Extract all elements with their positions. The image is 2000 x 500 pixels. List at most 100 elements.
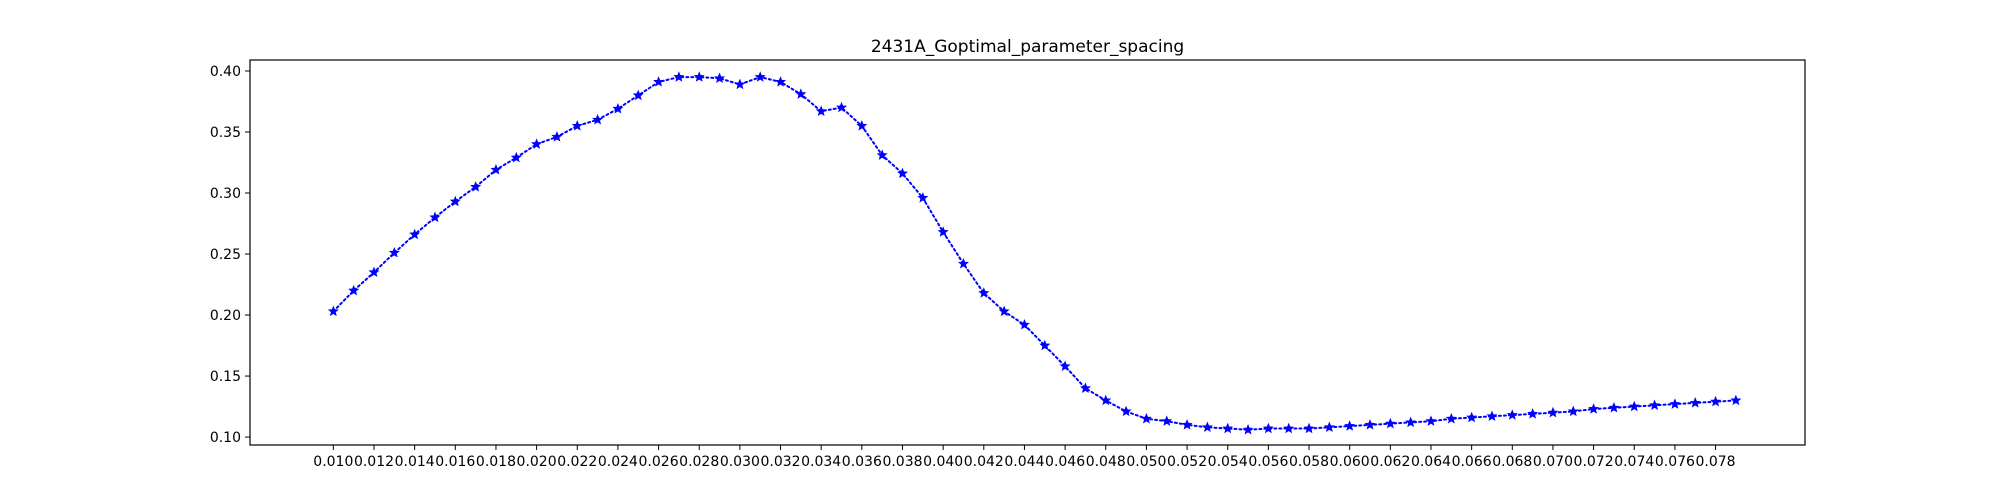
data-point xyxy=(571,120,583,131)
data-point xyxy=(734,78,746,90)
x-tick-label: 0.028 xyxy=(679,454,719,470)
data-point xyxy=(1669,398,1681,409)
data-point xyxy=(1588,403,1600,414)
data-point xyxy=(1303,422,1315,434)
x-tick-label: 0.030 xyxy=(720,454,760,470)
x-tick-label: 0.042 xyxy=(964,454,1004,470)
data-point xyxy=(1120,405,1132,417)
y-tick-label: 0.25 xyxy=(210,247,241,263)
y-axis: 0.10 0.15 0.20 0.25 0.30 0.35 0.40 xyxy=(210,64,250,446)
data-point xyxy=(1161,415,1173,426)
x-tick-label: 0.026 xyxy=(639,454,679,470)
data-point xyxy=(1364,419,1376,430)
x-tick-label: 0.010 xyxy=(313,454,353,470)
data-point xyxy=(612,103,624,114)
x-tick-label: 0.054 xyxy=(1208,454,1248,470)
data-point xyxy=(490,164,502,175)
data-point xyxy=(531,138,543,149)
data-point xyxy=(409,228,421,240)
data-point xyxy=(1018,318,1030,330)
x-tick-label: 0.056 xyxy=(1248,454,1288,470)
x-tick-label: 0.020 xyxy=(517,454,557,470)
x-tick-label: 0.016 xyxy=(435,454,475,470)
x-tick-label: 0.034 xyxy=(801,454,841,470)
data-point xyxy=(1527,408,1539,419)
data-point xyxy=(327,305,339,317)
data-point xyxy=(754,71,766,82)
data-point xyxy=(1100,394,1112,406)
x-tick-label: 0.014 xyxy=(395,454,435,470)
data-point xyxy=(653,76,665,87)
data-point xyxy=(368,266,380,278)
data-point xyxy=(1283,422,1295,434)
data-point xyxy=(775,76,787,87)
x-tick-label: 0.078 xyxy=(1696,454,1736,470)
x-tick-label: 0.058 xyxy=(1289,454,1329,470)
x-tick-label: 0.044 xyxy=(1004,454,1044,470)
data-point xyxy=(693,71,705,82)
data-point xyxy=(1039,339,1051,351)
data-point xyxy=(510,151,522,163)
data-point xyxy=(1222,422,1234,434)
data-point xyxy=(978,287,990,298)
data-point xyxy=(1344,420,1356,431)
x-tick-label: 0.012 xyxy=(354,454,394,470)
data-point xyxy=(1140,412,1152,424)
data-point xyxy=(429,211,441,223)
data-point xyxy=(1425,415,1437,426)
data-point xyxy=(835,101,848,113)
data-point xyxy=(551,131,563,142)
data-point xyxy=(1628,400,1640,412)
x-tick-label: 0.036 xyxy=(842,454,882,470)
y-tick-label: 0.10 xyxy=(210,430,241,446)
series-markers xyxy=(327,71,1742,435)
x-tick-label: 0.072 xyxy=(1574,454,1614,470)
data-point xyxy=(1689,397,1701,408)
x-tick-label: 0.066 xyxy=(1452,454,1492,470)
x-tick-label: 0.064 xyxy=(1411,454,1451,470)
x-tick-label: 0.068 xyxy=(1492,454,1532,470)
x-tick-label: 0.024 xyxy=(598,454,638,470)
data-point xyxy=(592,113,604,125)
x-tick-label: 0.076 xyxy=(1655,454,1695,470)
data-point xyxy=(957,257,969,269)
data-point xyxy=(937,226,949,237)
data-point xyxy=(815,105,827,116)
data-point xyxy=(1486,410,1498,422)
chart-title: 2431A_Goptimal_parameter_spacing xyxy=(871,37,1184,57)
data-point xyxy=(1059,360,1071,371)
x-tick-label: 0.046 xyxy=(1045,454,1085,470)
data-point xyxy=(1405,416,1417,428)
x-tick-label: 0.040 xyxy=(923,454,963,470)
data-point xyxy=(673,71,685,82)
data-point xyxy=(1079,382,1091,393)
data-point xyxy=(388,247,400,258)
y-tick-label: 0.15 xyxy=(210,369,241,385)
data-point xyxy=(876,149,888,160)
data-point xyxy=(795,88,807,99)
x-tick-label: 0.018 xyxy=(476,454,516,470)
y-tick-label: 0.20 xyxy=(210,308,241,324)
data-point xyxy=(917,192,929,203)
data-point xyxy=(714,72,726,84)
x-tick-label: 0.062 xyxy=(1370,454,1410,470)
data-point xyxy=(856,120,868,131)
plot-area-frame xyxy=(249,59,1806,446)
data-point xyxy=(1445,412,1457,424)
data-point xyxy=(1384,417,1396,429)
data-point xyxy=(1466,411,1478,423)
x-axis: 0.010 0.012 0.014 0.016 0.018 0.020 0.022 0.024… xyxy=(313,445,1736,470)
y-tick-label: 0.30 xyxy=(210,186,241,202)
series-line xyxy=(332,76,1737,431)
data-point xyxy=(1567,405,1579,417)
data-point xyxy=(1262,422,1274,434)
x-tick-label: 0.074 xyxy=(1614,454,1654,470)
data-point xyxy=(1323,421,1335,433)
x-tick-label: 0.032 xyxy=(760,454,800,470)
data-point xyxy=(1506,409,1518,420)
x-tick-label: 0.038 xyxy=(882,454,922,470)
x-tick-label: 0.022 xyxy=(557,454,597,470)
data-point xyxy=(449,195,461,207)
data-point xyxy=(348,284,360,296)
